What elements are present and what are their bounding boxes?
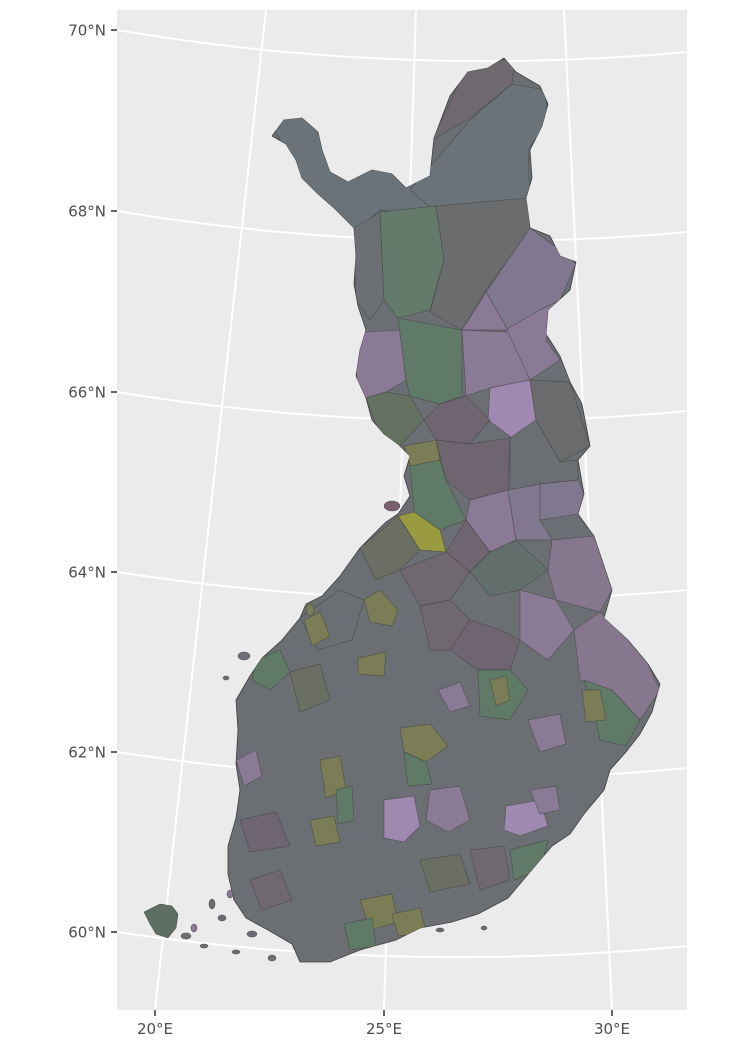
island: [217, 914, 227, 922]
island: [237, 651, 251, 661]
archipelago: [143, 500, 488, 962]
municipality-region: [309, 815, 341, 847]
municipality-region: [469, 845, 511, 891]
island: [208, 898, 216, 910]
island: [435, 927, 445, 933]
municipality-region: [239, 811, 291, 853]
finland-map: [143, 57, 661, 963]
gridline-30e: [563, 10, 613, 1010]
y-tick-label: 66°N: [68, 384, 106, 402]
y-tick-label: 62°N: [68, 744, 106, 762]
municipality-region: [363, 589, 399, 627]
municipality-region: [399, 551, 471, 607]
y-axis-labels: 70°N 68°N 66°N 64°N 62°N 60°N: [68, 22, 106, 942]
gridline-60n: [117, 931, 687, 959]
x-tick-label: 25°E: [366, 1020, 402, 1038]
municipality-region: [519, 589, 575, 661]
x-tick-label: 30°E: [594, 1020, 630, 1038]
municipality-region: [399, 723, 449, 763]
municipality-region: [507, 483, 553, 541]
island: [190, 923, 198, 933]
island: [180, 932, 192, 940]
municipality-region: [419, 853, 471, 893]
municipality-region: [527, 713, 567, 753]
municipality-region: [353, 211, 385, 321]
municipality-region: [425, 785, 471, 833]
municipality-region: [289, 663, 331, 713]
island: [222, 675, 230, 681]
municipality-region: [249, 869, 293, 911]
municipality-region: [403, 751, 433, 787]
municipality-region: [383, 795, 421, 843]
municipality-region: [469, 539, 549, 597]
x-axis-labels: 20°E 25°E 30°E: [137, 1020, 630, 1038]
aland-islands: [143, 903, 179, 939]
municipality-region: [303, 611, 331, 647]
island: [383, 500, 401, 512]
gridline-20e: [154, 10, 267, 1010]
municipality-region: [335, 785, 355, 825]
municipality-region: [357, 651, 387, 677]
island: [231, 949, 241, 955]
island: [226, 889, 234, 899]
municipality-region: [461, 291, 509, 331]
y-tick-label: 70°N: [68, 22, 106, 40]
y-tick-label: 64°N: [68, 564, 106, 582]
municipality-region: [251, 649, 291, 691]
municipality-region: [529, 379, 591, 463]
municipality-region: [235, 749, 263, 787]
y-tick-label: 68°N: [68, 203, 106, 221]
y-tick-label: 60°N: [68, 924, 106, 942]
municipality-region: [343, 917, 377, 951]
island: [267, 954, 277, 962]
gridline-70n: [117, 29, 687, 63]
municipality-region: [581, 689, 607, 723]
y-axis-ticks: [111, 29, 117, 933]
island: [480, 925, 488, 931]
municipality-regions: [235, 59, 660, 951]
municipality-region: [359, 515, 421, 581]
island: [246, 930, 258, 938]
municipality-region: [437, 681, 471, 713]
municipality-region: [529, 785, 561, 815]
x-tick-label: 20°E: [137, 1020, 173, 1038]
island: [199, 943, 209, 949]
island: [305, 603, 315, 617]
municipality-region: [489, 675, 511, 707]
x-axis-ticks: [154, 1010, 613, 1016]
municipality-region: [539, 479, 585, 521]
